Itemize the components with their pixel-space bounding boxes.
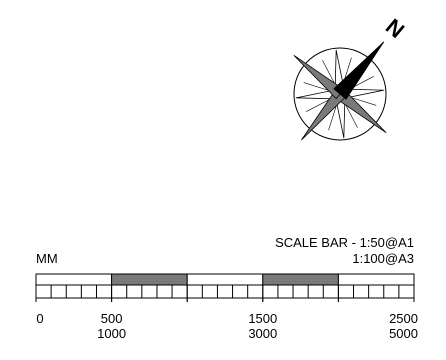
scale-bar: SCALE BAR - 1:50@A1 1:100@A3 MM 0 5001000…	[35, 235, 418, 341]
scale-bar-lower-band	[35, 284, 415, 299]
scale-bar-tick-label: 0	[36, 311, 43, 326]
scale-bar-subtitle: 1:100@A3	[352, 251, 414, 266]
north-needle-dark-half	[333, 41, 385, 95]
scale-bar-segment	[186, 273, 264, 286]
scale-bar-tick-label: 500	[101, 311, 123, 326]
north-needle-light-half	[339, 41, 385, 100]
north-arrow: N	[293, 14, 409, 141]
scale-bar-minor-ticks	[35, 285, 415, 302]
scale-bar-segment	[111, 273, 188, 286]
north-label: N	[381, 14, 409, 43]
scale-bar-segment	[35, 273, 113, 286]
scale-bar-segment	[262, 273, 339, 286]
scale-bar-title: SCALE BAR - 1:50@A1	[275, 235, 414, 250]
north-needle	[333, 41, 385, 100]
compass-circle	[293, 47, 387, 141]
scale-bar-tick-label-secondary: 5000	[389, 326, 418, 341]
scale-bar-tick-label-secondary: 1000	[97, 326, 126, 341]
scale-bar-tick-label: 1500	[248, 311, 277, 326]
scale-bar-segment	[337, 273, 415, 286]
scale-bar-segments	[35, 273, 415, 299]
scale-bar-unit: MM	[36, 251, 58, 266]
scale-bar-tick-label: 2500	[389, 311, 418, 326]
scale-bar-tick-label-secondary: 3000	[248, 326, 277, 341]
